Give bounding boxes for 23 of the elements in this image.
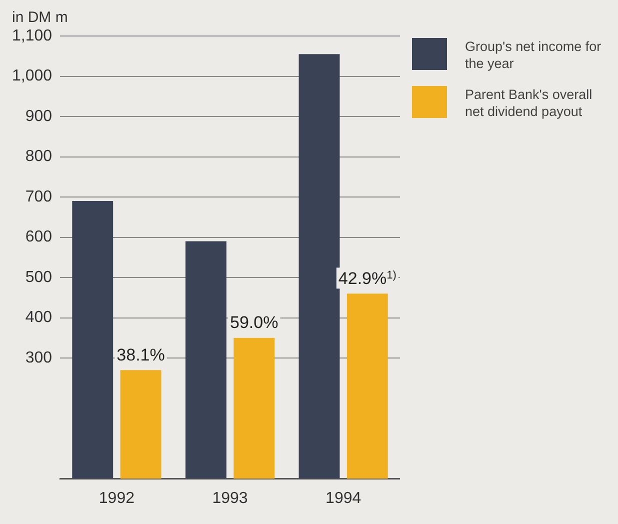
y-tick-label: 500 xyxy=(25,268,52,286)
y-tick-label: 400 xyxy=(25,309,52,326)
y-tick-label: 1,100 xyxy=(12,27,52,44)
annotation: 59.0% xyxy=(230,313,278,332)
bar xyxy=(298,54,340,479)
bar xyxy=(72,201,114,479)
y-tick-label: 300 xyxy=(25,349,52,366)
y-tick-label: 800 xyxy=(25,148,52,166)
y-tick-label: 1,000 xyxy=(12,68,52,85)
x-tick-label: 1992 xyxy=(98,490,135,507)
y-axis-title: in DM m xyxy=(12,9,68,26)
legend-label: Group's net income for the year xyxy=(465,38,602,72)
legend-label: Parent Bank's overall net dividend payout xyxy=(465,86,594,120)
bar xyxy=(346,294,388,479)
bar xyxy=(234,338,275,479)
bar xyxy=(120,370,162,479)
bar xyxy=(185,241,226,479)
x-tick-label: 1994 xyxy=(326,490,362,507)
y-tick-label: 900 xyxy=(25,108,52,125)
y-tick-label: 600 xyxy=(25,228,52,246)
annotation: 38.1% xyxy=(116,345,165,364)
x-tick-label: 1993 xyxy=(212,490,248,507)
y-tick-label: 700 xyxy=(25,188,52,206)
